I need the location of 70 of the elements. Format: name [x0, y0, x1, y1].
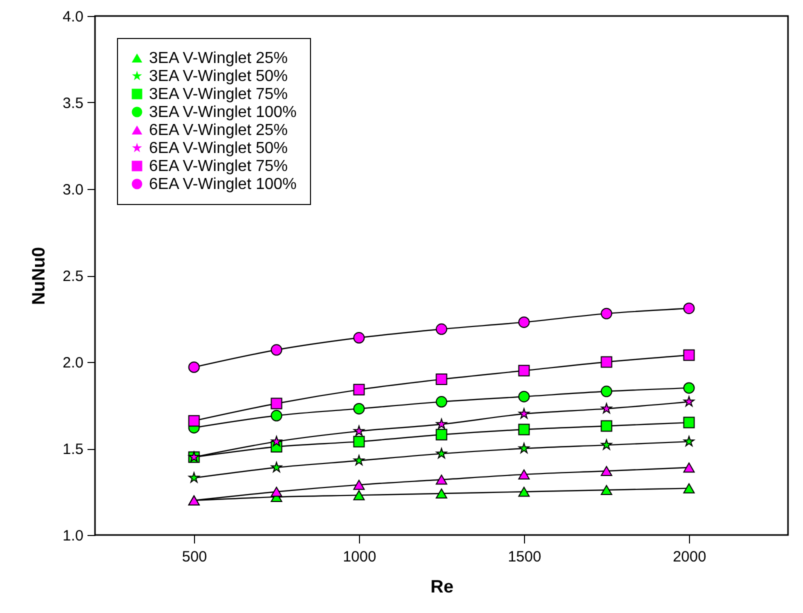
legend-label: 3EA V-Winglet 50% — [149, 68, 288, 85]
y-tick-label: 1.5 — [62, 441, 84, 458]
point — [353, 480, 365, 490]
point — [353, 436, 365, 448]
point — [188, 415, 200, 427]
legend-label: 6EA V-Winglet 50% — [149, 140, 288, 157]
point — [518, 469, 530, 480]
y-tick-label: 1.0 — [62, 528, 84, 544]
point — [683, 462, 695, 473]
y-tick-label: 2.0 — [62, 354, 84, 372]
legend-label: 3EA V-Winglet 75% — [149, 86, 288, 103]
point — [270, 398, 282, 410]
point — [683, 349, 695, 361]
point — [683, 483, 695, 494]
point — [600, 308, 612, 320]
legend-label: 3EA V-Winglet 25% — [149, 50, 288, 67]
x-tick-label: 2000 — [672, 548, 706, 566]
point — [353, 332, 365, 344]
x-tick-label: 1000 — [342, 548, 376, 566]
point — [271, 462, 282, 472]
y-tick-label: 2.5 — [62, 268, 84, 285]
point — [518, 316, 530, 328]
point — [684, 436, 694, 446]
point — [601, 439, 612, 450]
point — [353, 402, 365, 414]
x-axis-title: Re — [430, 576, 454, 596]
point — [353, 384, 365, 396]
point — [601, 402, 612, 414]
point — [600, 386, 612, 398]
point — [518, 390, 530, 402]
x-tick-label: 500 — [182, 548, 208, 566]
point — [353, 490, 365, 500]
point — [270, 410, 282, 422]
point — [684, 396, 694, 407]
y-tick-label: 3.0 — [62, 182, 84, 198]
point — [600, 356, 612, 368]
x-tick-label: 1500 — [508, 548, 542, 566]
point — [436, 374, 448, 386]
point — [600, 420, 612, 432]
point — [600, 466, 612, 476]
point — [436, 448, 447, 458]
point — [518, 486, 530, 497]
point — [683, 382, 695, 394]
point — [683, 416, 695, 428]
y-tick-label: 3.5 — [62, 95, 84, 112]
legend-label: 6EA V-Winglet 25% — [149, 122, 288, 139]
point — [518, 424, 530, 436]
point — [270, 486, 282, 497]
point — [354, 454, 364, 466]
point — [683, 302, 695, 314]
y-tick-label: 4.0 — [62, 8, 84, 26]
point — [188, 361, 200, 373]
point — [436, 323, 448, 335]
point — [270, 344, 282, 356]
point — [518, 408, 530, 419]
y-axis-title: NuNu0 — [28, 247, 49, 305]
point — [354, 425, 364, 436]
point — [271, 436, 282, 446]
point — [518, 442, 530, 454]
point — [518, 364, 530, 376]
point — [436, 488, 448, 499]
legend-label: 3EA V-Winglet 100% — [149, 104, 297, 121]
point — [436, 428, 448, 440]
legend-label: 6EA V-Winglet 75% — [149, 158, 288, 175]
legend-label: 6EA V-Winglet 100% — [149, 176, 297, 193]
point — [600, 484, 612, 496]
point — [188, 472, 200, 483]
point — [436, 474, 448, 485]
point — [436, 418, 447, 430]
point — [436, 396, 448, 408]
